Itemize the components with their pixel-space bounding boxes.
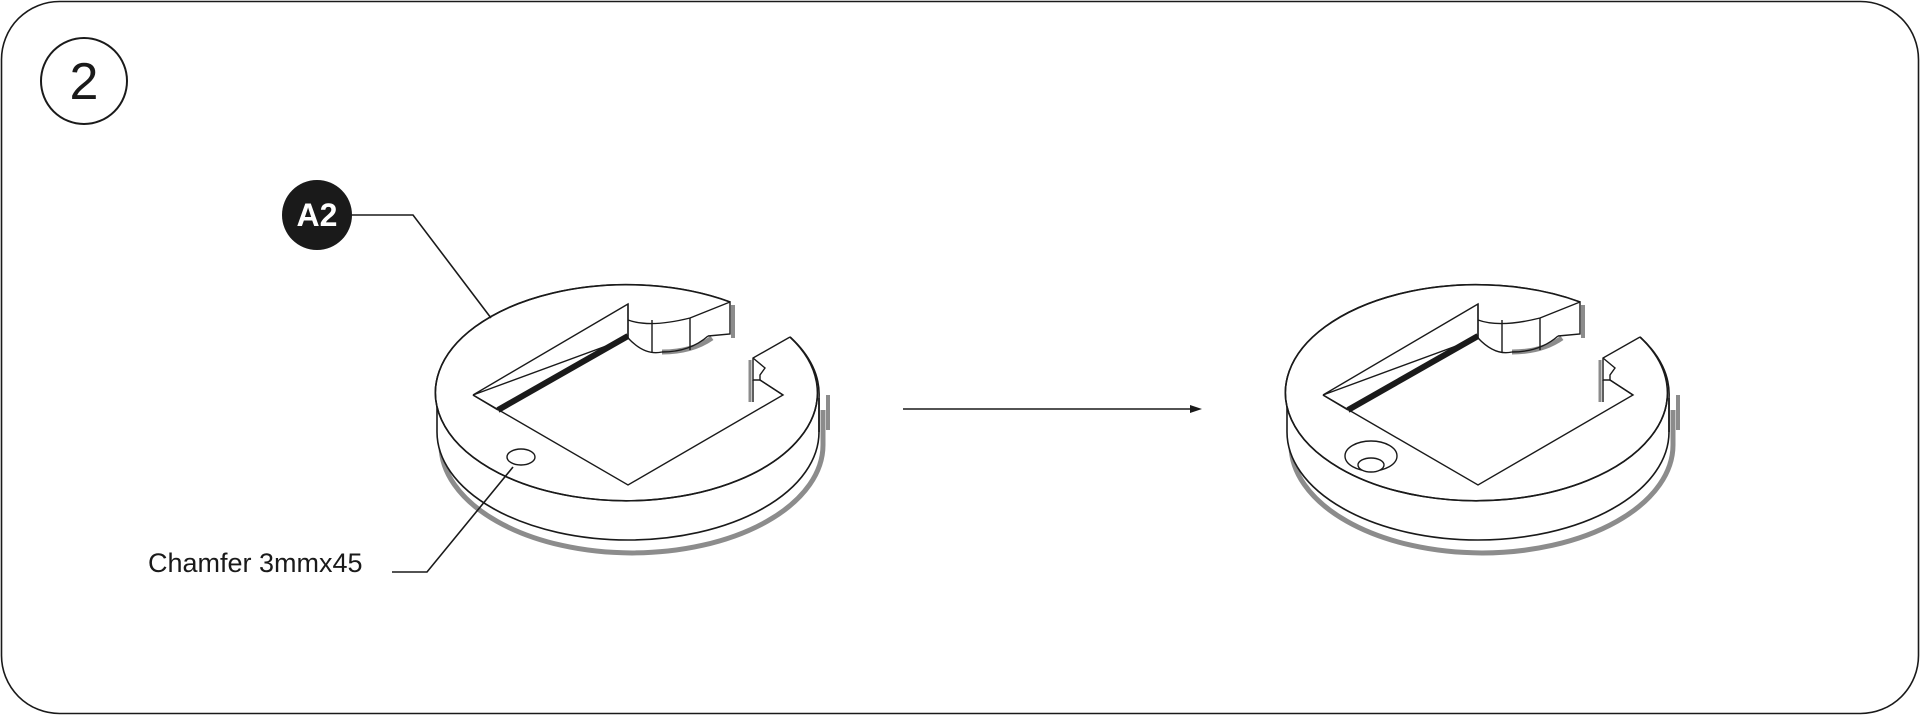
part-label-badge	[282, 180, 352, 250]
process-arrow	[903, 405, 1202, 413]
step-number-badge: 2	[40, 37, 128, 125]
part-before	[435, 285, 828, 553]
chamfered-hole	[1344, 440, 1398, 473]
chamfer-label: Chamfer 3mmx45	[148, 548, 363, 578]
step-number: 2	[70, 53, 99, 111]
part-callout: A2	[282, 180, 492, 319]
part-after	[1285, 285, 1678, 553]
hole-marker	[506, 448, 536, 466]
part-label: A2	[297, 197, 338, 233]
chamfer-callout: Chamfer 3mmx45	[148, 466, 514, 578]
